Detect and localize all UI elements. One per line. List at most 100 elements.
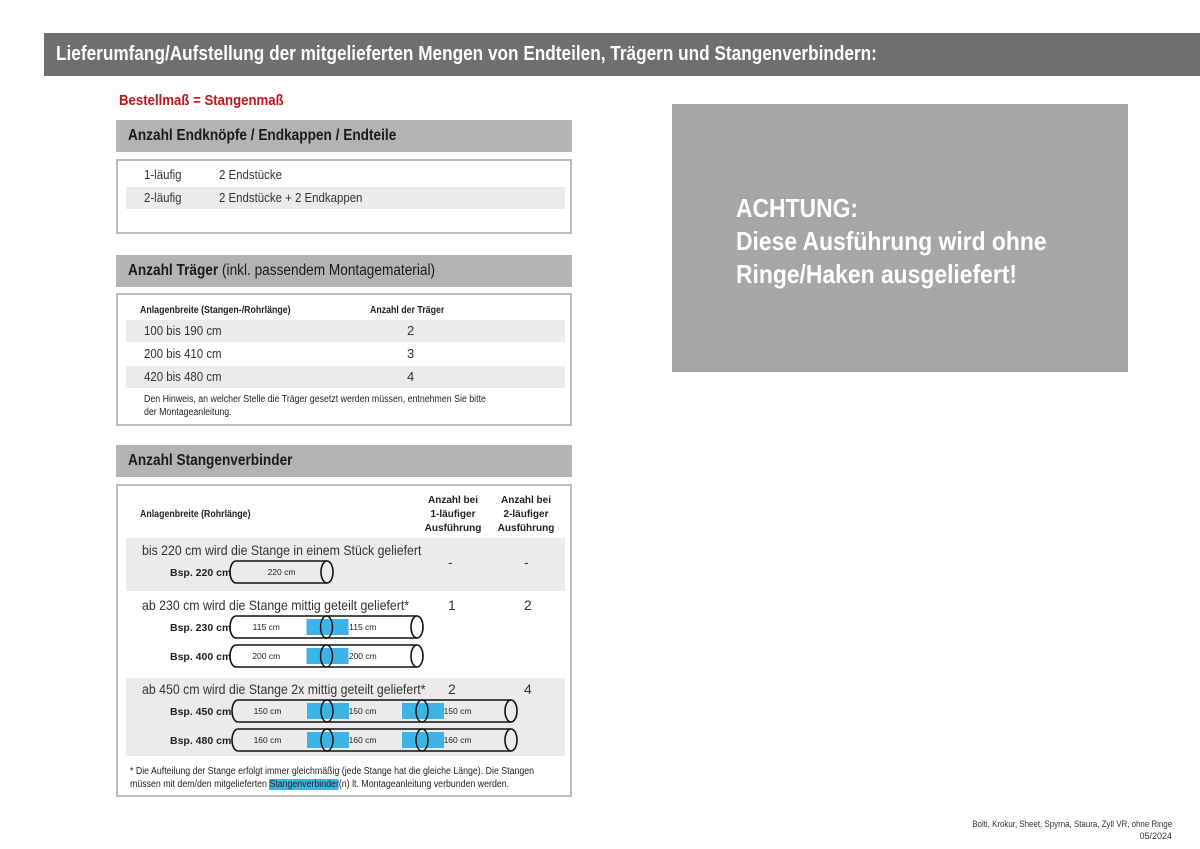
group-bg — [126, 538, 565, 591]
row-range: 100 bis 190 cm — [144, 323, 222, 338]
warning-text: ACHTUNG: Diese Ausführung wird ohne Ring… — [736, 192, 1089, 291]
count-1-laeufig: 1 — [448, 597, 456, 613]
traeger-note: Den Hinweis, an welcher Stelle die Träge… — [144, 393, 533, 419]
order-note: Bestellmaß = Stangenmaß — [119, 92, 284, 109]
verbinder-box: Anlagenbreite (Rohrlänge) Anzahl bei 1-lä… — [116, 484, 572, 797]
endteile-box: 1-läufig 2 Endstücke 2-läufig 2 Endstück… — [116, 159, 572, 234]
rod-joint — [415, 728, 429, 752]
count-2-laeufig: 4 — [524, 681, 532, 697]
rod-end — [410, 644, 424, 668]
example-label: Bsp. 400 cm — [170, 651, 231, 663]
title-normal: (inkl. passendem Montagematerial) — [221, 262, 436, 279]
warning-box — [672, 104, 1128, 372]
section-verbinder-header: Anzahl Stangenverbinder — [116, 445, 572, 477]
verbinder-footnote: * Die Aufteilung der Stange erfolgt imme… — [130, 765, 589, 791]
row-value: 2 Endstücke + 2 Endkappen — [219, 190, 363, 205]
count-1-laeufig: - — [448, 554, 453, 570]
connector — [402, 732, 444, 748]
rod-joint — [319, 615, 334, 639]
segment-length: 200 cm — [349, 651, 377, 661]
col-header-2-laeufig: Anzahl bei 2-läufiger Ausführung — [491, 494, 561, 536]
row-type: 2-läufig — [144, 190, 182, 205]
warning-line: ACHTUNG: — [736, 193, 859, 223]
note-line: der Montageanleitung. — [144, 407, 232, 418]
count-2-laeufig: - — [524, 554, 529, 570]
example-label: Bsp. 220 cm — [170, 567, 231, 579]
col-line: Ausführung — [497, 523, 555, 534]
rod — [229, 560, 327, 584]
rod — [231, 728, 511, 752]
rods-svg: Bsp. 220 cm 220 cm Bsp. 230 cm 115 cm 115 cm… — [170, 560, 518, 752]
group-text: ab 450 cm wird die Stange 2x mittig gete… — [142, 681, 426, 697]
rod-joint — [320, 728, 334, 752]
group-text: bis 220 cm wird die Stange in einem Stüc… — [142, 542, 422, 558]
col-line: 1-läufiger — [430, 509, 476, 520]
row-range: 200 bis 410 cm — [144, 346, 222, 361]
segment-length: 160 cm — [254, 735, 282, 745]
row-count: 3 — [407, 346, 415, 361]
connector — [306, 619, 349, 635]
footnote-highlight: Stangenverbinder — [269, 779, 339, 790]
row-type: 1-läufig — [144, 167, 182, 182]
segment-length: 200 cm — [252, 651, 280, 661]
rod-joint — [415, 699, 429, 723]
col-line: Anzahl bei — [427, 495, 478, 506]
example-label: Bsp. 480 cm — [170, 735, 231, 747]
segment-length: 150 cm — [254, 706, 282, 716]
note-line: Den Hinweis, an welcher Stelle die Träge… — [144, 394, 486, 405]
connector — [402, 703, 444, 719]
section-endteile-header: Anzahl Endknöpfe / Endkappen / Endteile — [116, 120, 572, 152]
footer-products: Bolti, Krokur, Sheet, Spyrna, Staura, Zy… — [972, 819, 1172, 829]
footnote-text: (n) lt. Montageanleitung verbunden werde… — [338, 779, 510, 790]
table-row: 420 bis 480 cm 4 — [126, 366, 565, 388]
col-header: Anlagenbreite (Stangen-/Rohrlänge) — [140, 305, 291, 316]
row-value: 2 Endstücke — [219, 167, 282, 182]
count-1-laeufig: 2 — [448, 681, 456, 697]
footnote-line: * Die Aufteilung der Stange erfolgt imme… — [130, 766, 535, 777]
row-count: 2 — [407, 323, 415, 338]
title-bold: Anzahl Träger — [128, 262, 219, 279]
col-header: Anlagenbreite (Rohrlänge) — [140, 509, 251, 520]
rod — [231, 699, 511, 723]
col-header-1-laeufig: Anzahl bei 1-läufiger Ausführung — [418, 494, 488, 536]
col-line: Anzahl bei — [500, 495, 551, 506]
connector — [306, 648, 349, 664]
group-text: ab 230 cm wird die Stange mittig geteilt… — [142, 597, 410, 613]
footer-date: 05/2024 — [1139, 831, 1172, 841]
connector — [307, 732, 349, 748]
segment-length: 220 cm — [268, 567, 296, 577]
rod-end — [410, 615, 424, 639]
rod-joint — [319, 644, 334, 668]
table-row: 100 bis 190 cm 2 — [126, 320, 565, 342]
traeger-box: Anlagenbreite (Stangen-/Rohrlänge) Anzah… — [116, 293, 572, 426]
section-traeger-header: Anzahl Träger (inkl. passendem Montagema… — [116, 255, 572, 287]
example-label: Bsp. 450 cm — [170, 706, 231, 718]
rod-end — [320, 560, 334, 584]
footer: Bolti, Krokur, Sheet, Spyrna, Staura, Zy… — [945, 818, 1172, 842]
segment-length: 160 cm — [349, 735, 377, 745]
col-line: Ausführung — [424, 523, 482, 534]
segment-length: 160 cm — [444, 735, 472, 745]
segment-length: 115 cm — [253, 622, 280, 632]
row-count: 4 — [407, 369, 415, 384]
col-line: 2-läufiger — [503, 509, 549, 520]
footnote-text: müssen mit dem/den mitgelieferten — [130, 779, 267, 790]
segment-length: 115 cm — [349, 622, 376, 632]
example-label: Bsp. 230 cm — [170, 622, 231, 634]
warning-line: Diese Ausführung wird ohne — [736, 226, 1047, 256]
row-range: 420 bis 480 cm — [144, 369, 222, 384]
rod-end — [504, 728, 518, 752]
table-row: 1-läufig 2 Endstücke — [126, 164, 565, 186]
warning-line: Ringe/Haken ausgeliefert! — [736, 259, 1017, 289]
count-2-laeufig: 2 — [524, 597, 532, 613]
segment-length: 150 cm — [349, 706, 377, 716]
connector — [307, 703, 349, 719]
table-row: 2-läufig 2 Endstücke + 2 Endkappen — [126, 187, 565, 209]
table-row: 200 bis 410 cm 3 — [126, 343, 565, 365]
segment-length: 150 cm — [444, 706, 472, 716]
col-header: Anzahl der Träger — [370, 305, 445, 316]
rod-end — [504, 699, 518, 723]
rod-joint — [320, 699, 334, 723]
page-title: Lieferumfang/Aufstellung der mitgeliefer… — [56, 43, 877, 65]
page-header: Lieferumfang/Aufstellung der mitgeliefer… — [44, 33, 1200, 76]
